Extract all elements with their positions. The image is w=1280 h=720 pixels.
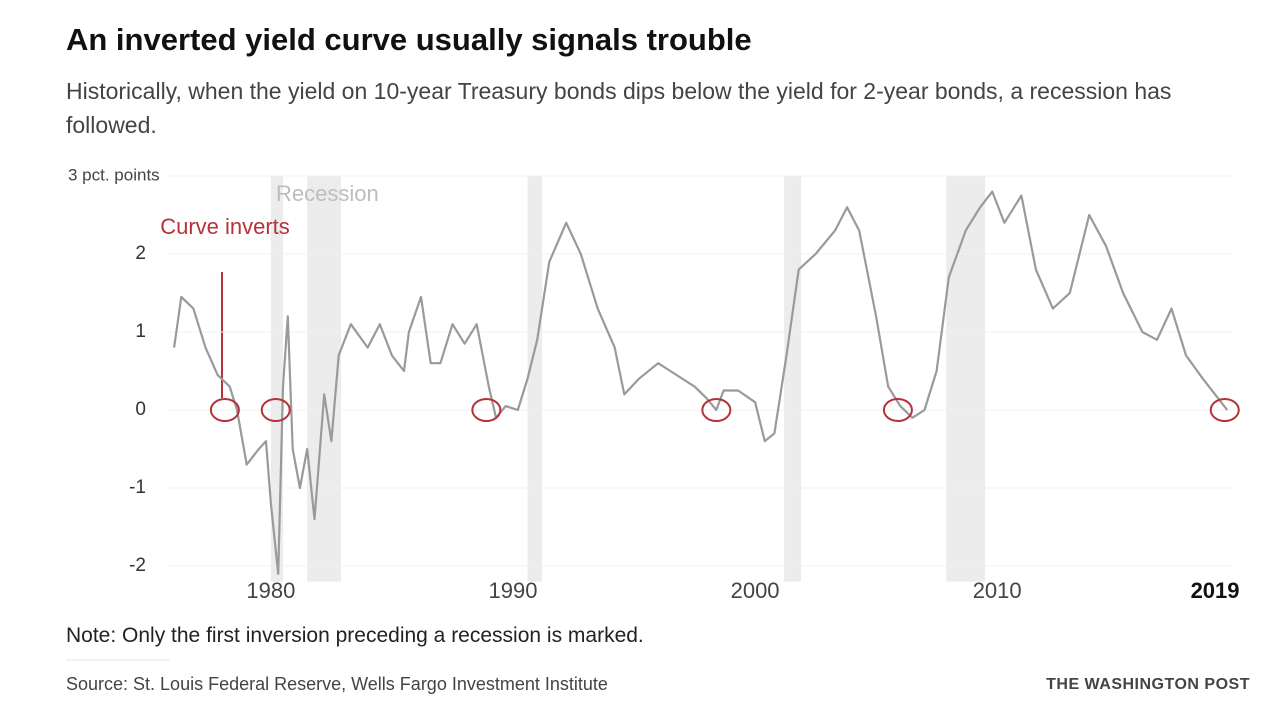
x-tick-label: 1980 — [246, 578, 295, 603]
x-tick-label: 2019 — [1191, 578, 1240, 603]
y-tick-label: 1 — [135, 321, 146, 342]
y-tick-label: 0 — [135, 399, 146, 420]
chart-subtitle: Historically, when the yield on 10-year … — [66, 78, 1172, 138]
x-tick-label: 2010 — [973, 578, 1022, 603]
inversion-marker — [701, 398, 732, 422]
x-tick-label: 2000 — [731, 578, 780, 603]
chart-title: An inverted yield curve usually signals … — [66, 22, 752, 57]
recession-band — [307, 176, 342, 582]
inversion-marker — [260, 398, 291, 422]
note: Note: Only the first inversion preceding… — [66, 624, 644, 647]
inversion-marker — [1209, 398, 1240, 422]
credit: THE WASHINGTON POST — [1046, 676, 1250, 693]
recession-label: Recession — [276, 181, 379, 206]
y-tick-label: 2 — [135, 243, 146, 264]
inversion-marker — [471, 398, 502, 422]
y-tick-label: 3 pct. points — [68, 165, 160, 184]
recession-band — [784, 176, 802, 582]
annotation: Curve inverts — [160, 214, 290, 239]
recession-band — [946, 176, 986, 582]
source: Source: St. Louis Federal Reserve, Wells… — [66, 674, 608, 694]
data-line — [173, 190, 1229, 575]
recession-band — [527, 176, 543, 582]
y-tick-label: -2 — [129, 555, 146, 576]
inversion-marker — [882, 398, 913, 422]
inversion-marker — [209, 398, 240, 422]
y-tick-label: -1 — [129, 477, 146, 498]
x-tick-label: 1990 — [489, 578, 538, 603]
